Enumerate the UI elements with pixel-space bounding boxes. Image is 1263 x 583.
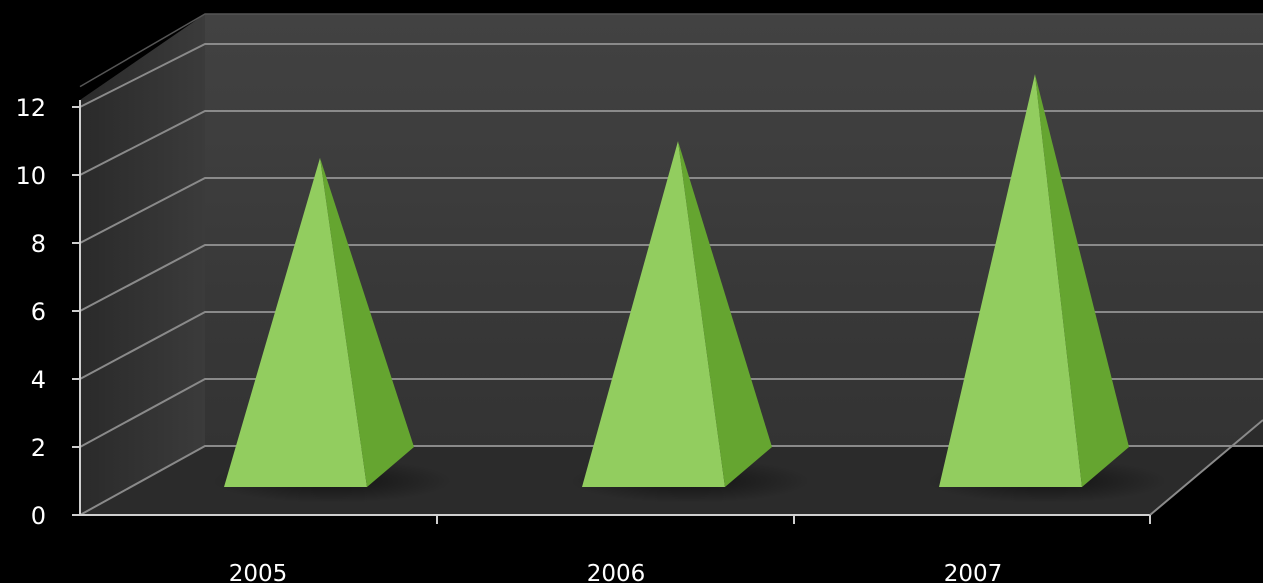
pyramid-side-face (320, 157, 414, 487)
pyramid-front-face (939, 74, 1082, 488)
y-tick-label: 12 (15, 94, 46, 122)
pyramid-bar (570, 141, 810, 503)
y-tick-label: 2 (31, 434, 46, 462)
y-tick-label: 6 (31, 298, 46, 326)
pyramid-side-face (678, 141, 772, 487)
y-tick-label: 10 (15, 162, 46, 190)
pyramid-front-face (582, 141, 725, 487)
y-tick-label: 8 (31, 230, 46, 258)
x-tick-labels: 2005 2006 2007 (229, 561, 1003, 583)
gridlines (79, 13, 1263, 516)
gridline (79, 110, 1263, 176)
floor-edge (1149, 419, 1263, 516)
y-tick-labels: 0 2 4 6 8 10 12 (15, 94, 46, 530)
pyramid-bar (927, 74, 1167, 503)
x-tick-label: 2006 (587, 561, 646, 583)
gridline (79, 244, 1263, 312)
pyramid-side-face (1035, 74, 1129, 488)
pyramid-front-face (224, 157, 367, 487)
pyramid-bar (212, 157, 452, 503)
pyramids (212, 74, 1167, 503)
gridline (79, 378, 1263, 448)
y-tick-label: 0 (31, 502, 46, 530)
side-wall (80, 14, 205, 515)
x-tick-label: 2007 (944, 561, 1003, 583)
gridline (79, 311, 1263, 380)
y-tick-label: 4 (31, 366, 46, 394)
gridline (79, 445, 1263, 516)
gridline (79, 177, 1263, 244)
x-tick-label: 2005 (229, 561, 288, 583)
wall-top-edge (79, 13, 1263, 88)
gridline (79, 43, 1263, 108)
axes (72, 100, 1263, 524)
